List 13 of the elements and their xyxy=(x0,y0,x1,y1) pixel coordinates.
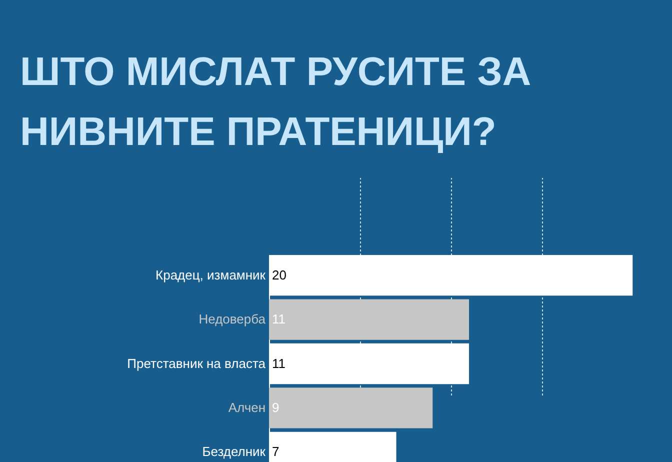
data-label: 20 xyxy=(272,267,286,282)
y-tick-label: Алчен xyxy=(228,400,266,415)
y-tick-label: Претставник на власта xyxy=(127,356,266,371)
data-label: 11 xyxy=(272,312,286,327)
bar xyxy=(269,299,469,340)
chart-title: ШТО МИСЛАТ РУСИТЕ ЗА НИВНИТЕ ПРАТЕНИЦИ? xyxy=(20,50,532,154)
data-label: 9 xyxy=(272,400,280,415)
data-label: 7 xyxy=(272,444,280,460)
y-tick-label: Крадец, измамник xyxy=(156,267,266,282)
bar xyxy=(269,388,433,428)
y-tick-label: Недоверба xyxy=(198,312,266,327)
data-label: 11 xyxy=(272,356,286,371)
y-tick-label: Безделник xyxy=(202,444,266,460)
